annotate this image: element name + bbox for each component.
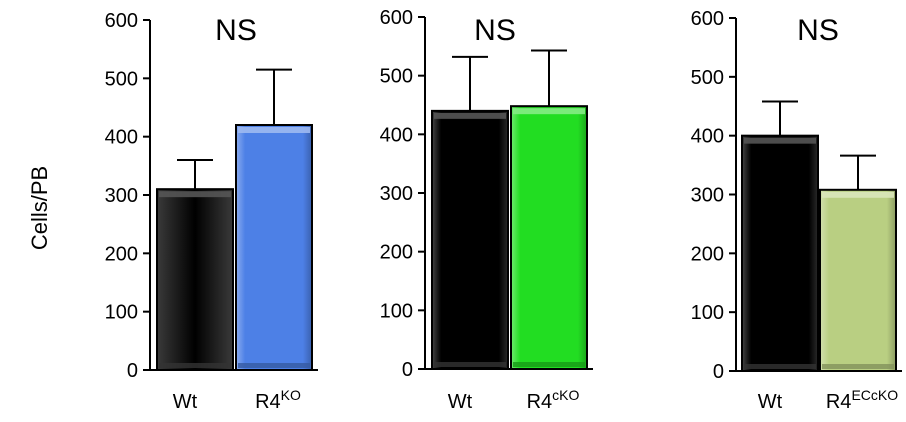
bar-wt: [431, 109, 509, 370]
y-tick-label: 300: [691, 185, 724, 207]
chart-title: NS: [797, 14, 839, 47]
y-tick-label: 200: [691, 243, 724, 265]
x-tick-label: R4cKO: [527, 387, 580, 413]
y-tick-label: 400: [105, 127, 138, 149]
y-tick-label: 600: [691, 8, 724, 30]
bar-shadow: [744, 364, 816, 369]
bar-highlight: [238, 127, 310, 133]
y-tick-label: 100: [105, 302, 138, 324]
bar-shadow: [822, 364, 894, 369]
bar-highlight: [513, 108, 585, 115]
y-tick-label: 400: [380, 124, 413, 146]
bar-highlight: [159, 191, 231, 198]
bar-highlight: [822, 191, 894, 198]
chart-title: NS: [215, 14, 257, 47]
y-tick-label: 300: [105, 185, 138, 207]
y-tick-label: 400: [691, 126, 724, 148]
y-tick-label: 500: [380, 66, 413, 88]
bar-wt: [156, 188, 234, 371]
chart-panel-3: NS 0 100 200 300 400 500 600 Wt R4ECcKO: [691, 8, 902, 413]
bar-shadow: [159, 363, 231, 368]
bar-highlight: [434, 112, 506, 119]
y-tick-label: 0: [127, 360, 138, 382]
y-tick-label: 0: [713, 361, 724, 383]
y-tick-label: 600: [105, 10, 138, 32]
bar-highlight: [744, 137, 816, 144]
x-tick-label: Wt: [173, 391, 198, 413]
y-axis-label: Cells/PB: [27, 165, 52, 251]
chart-panel-1: NS 0 100 200 300 400 500 600 Wt R4KO: [105, 10, 318, 413]
bar-shadow: [434, 362, 506, 367]
y-tick-label: 500: [691, 67, 724, 89]
chart-panel-2: NS 0 100 200 300 400 500 600 Wt R4cKO: [380, 7, 593, 413]
x-tick-label: Wt: [448, 391, 473, 413]
chart-title: NS: [474, 14, 516, 47]
bar-shadow: [238, 363, 310, 368]
y-tick-label: 500: [105, 68, 138, 90]
y-tick-label: 100: [691, 302, 724, 324]
y-tick-label: 200: [105, 243, 138, 265]
y-tick-label: 200: [380, 242, 413, 264]
x-tick-label: R4KO: [255, 387, 301, 413]
bar-wt: [741, 134, 819, 372]
bar-r4: [235, 124, 313, 371]
x-tick-label: Wt: [758, 391, 783, 413]
bar-r4: [510, 105, 588, 370]
y-tick-label: 600: [380, 7, 413, 29]
y-tick-label: 300: [380, 183, 413, 205]
y-tick-label: 100: [380, 300, 413, 322]
bar-shadow: [513, 362, 585, 367]
bar-r4: [819, 188, 897, 372]
x-tick-label: R4ECcKO: [826, 387, 898, 413]
y-tick-label: 0: [402, 359, 413, 381]
